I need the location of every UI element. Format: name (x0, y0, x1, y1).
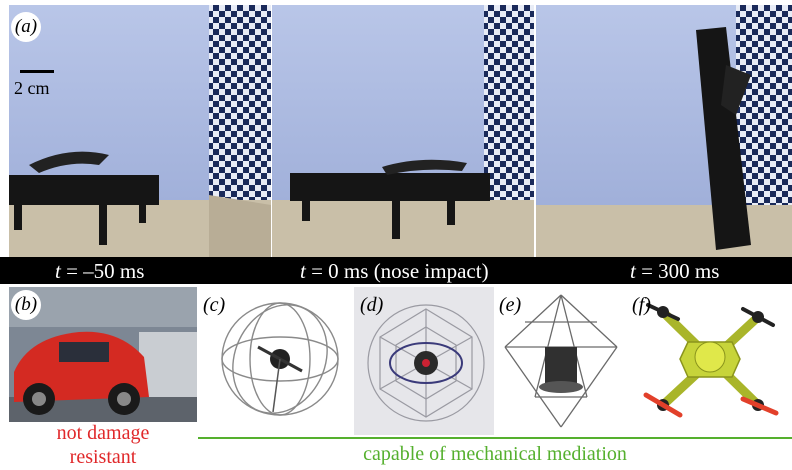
panel-d (354, 287, 494, 435)
caption-text: = –50 ms (60, 259, 145, 283)
panel-e-tag: (e) (499, 294, 522, 316)
caption-var: t (300, 259, 306, 283)
panel-a-tag: (a) (11, 12, 41, 42)
tensegrity-drone-image (504, 294, 618, 428)
panel-a-frame-2 (272, 5, 534, 257)
scale-label: 2 cm (14, 78, 50, 98)
panel-d-tag: (d) (360, 294, 384, 316)
panel-f-tag: (f) (632, 294, 651, 316)
caption-var: t (630, 259, 636, 283)
panel-b-tag: (b) (11, 290, 41, 320)
not-damage-label-line1: not damage (56, 422, 150, 444)
quadrotor-image (643, 303, 779, 418)
panel-b (9, 287, 197, 422)
frame-1-image (9, 5, 271, 257)
caption-t-300: t = 300 ms (630, 259, 719, 284)
mechanical-mediation-label: capable of mechanical mediation (363, 443, 627, 465)
not-damage-label-line2: resistant (69, 446, 137, 468)
frame-3-image (536, 5, 792, 257)
scale-bar (20, 70, 54, 73)
panel-c-tag: (c) (203, 294, 226, 316)
crash-test-car-image (9, 287, 197, 422)
panel-f (628, 287, 792, 435)
panel-a-frame-3 (536, 5, 792, 257)
green-bracket-line (198, 437, 792, 439)
panel-a-frame-1 (9, 5, 271, 257)
caption-text: = 300 ms (635, 259, 720, 283)
caption-var: t (55, 259, 61, 283)
geodesic-cage-image (367, 304, 485, 422)
frame-2-image (272, 5, 534, 257)
caption-t-minus-50: t = –50 ms (55, 259, 144, 284)
spherical-cage-image (221, 302, 339, 416)
panel-e (495, 287, 627, 435)
caption-t-0: t = 0 ms (nose impact) (300, 259, 489, 284)
panel-c (198, 287, 353, 435)
caption-text: = 0 ms (nose impact) (305, 259, 489, 283)
caption-bar (0, 257, 792, 284)
